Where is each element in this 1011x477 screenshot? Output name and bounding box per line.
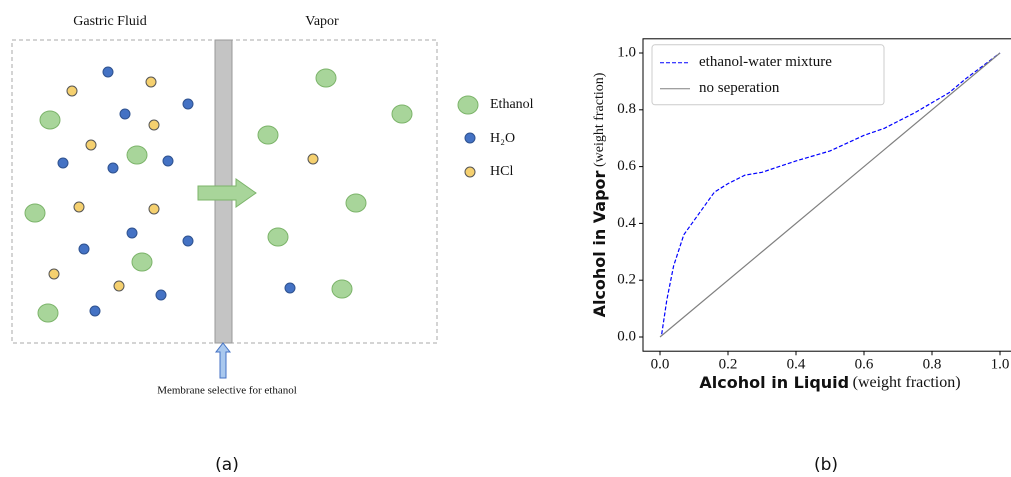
diagram: Gastric Fluid Vapor Membrane selective f…	[12, 14, 534, 396]
legend-label: ethanol-water mixture	[699, 54, 832, 70]
x-tick-label: 0.0	[651, 357, 670, 373]
membrane-label: Membrane selective for ethanol	[157, 385, 297, 397]
figure: Gastric Fluid Vapor Membrane selective f…	[0, 0, 1011, 477]
left-title: Gastric Fluid	[73, 14, 147, 29]
x-axis-label: Alcohol in Liquid (weight fraction)	[699, 373, 960, 392]
x-tick-label: 0.6	[855, 357, 874, 373]
legend-label: HCl	[490, 164, 513, 179]
y-tick-label: 0.0	[617, 328, 636, 344]
legend-label: no seperation	[699, 80, 780, 96]
y-tick-label: 0.4	[617, 215, 636, 231]
chart: 0.0 0.2 0.4 0.6 0.8 1.0 0.0 0.2 0.4 0.6 0.8 1.0 etha…	[617, 39, 1011, 373]
x-axis-title: Alcohol in Liquid	[699, 373, 849, 392]
y-tick-label: 1.0	[617, 44, 636, 60]
y-axis-label: Alcohol in Vapor (weight fraction)	[590, 72, 609, 317]
y-tick-label: 0.8	[617, 101, 636, 117]
caption: (b)	[814, 455, 838, 475]
y-tick-label: 0.6	[617, 158, 636, 174]
legend: ethanol-water mixture no seperation	[652, 45, 884, 105]
x-tick-label: 0.8	[923, 357, 942, 373]
x-axis-unit: (weight fraction)	[853, 374, 961, 391]
right-title: Vapor	[305, 14, 339, 29]
x-tick-label: 1.0	[991, 357, 1010, 373]
caption: (a)	[215, 455, 239, 475]
legend-label: Ethanol	[490, 97, 534, 112]
diagram-legend: Ethanol H₂O HCl	[458, 96, 534, 179]
y-tick-label: 0.2	[617, 272, 636, 288]
x-tick-label: 0.4	[787, 357, 806, 373]
x-tick-label: 0.2	[719, 357, 738, 373]
y-axis-title: Alcohol in Vapor	[590, 170, 609, 317]
membrane-pointer	[216, 343, 230, 378]
legend-label: H₂O	[490, 131, 515, 146]
y-axis-unit: (weight fraction)	[592, 72, 607, 167]
